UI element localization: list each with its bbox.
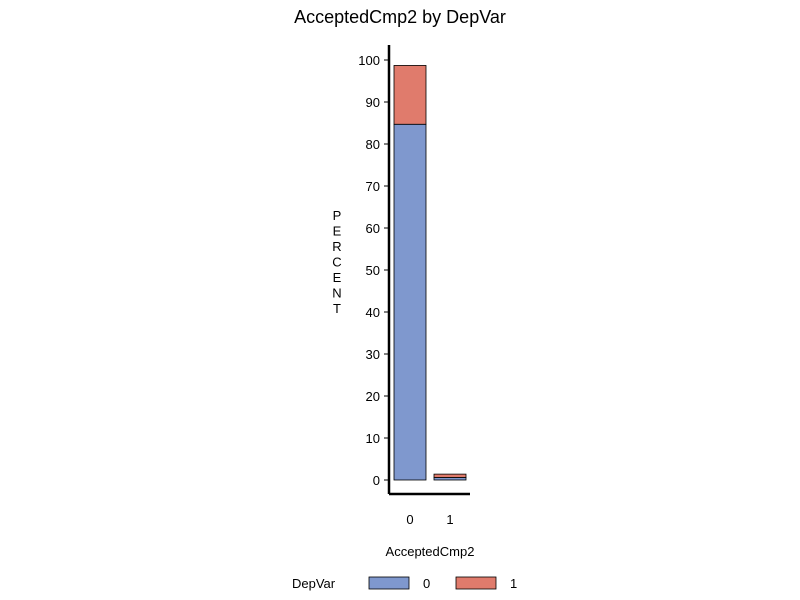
- legend-title: DepVar: [292, 576, 336, 591]
- y-tick-label: 10: [366, 431, 380, 446]
- x-tick-label: 0: [406, 512, 413, 527]
- x-axis-label: AcceptedCmp2: [386, 544, 475, 559]
- bar-0-series-1: [393, 65, 427, 125]
- y-tick-label: 80: [366, 137, 380, 152]
- bar-1-series-1: [433, 473, 467, 478]
- legend-swatch-0: [368, 576, 410, 590]
- bar-0-series-0: [393, 123, 427, 481]
- chart-title: AcceptedCmp2 by DepVar: [294, 7, 506, 27]
- legend: DepVar 0 1: [292, 576, 517, 591]
- y-tick-label: 50: [366, 263, 380, 278]
- y-tick-label: 40: [366, 305, 380, 320]
- legend-label-1: 1: [510, 576, 517, 591]
- legend-label-0: 0: [423, 576, 430, 591]
- legend-swatch-1: [455, 576, 497, 590]
- y-tick-label: 30: [366, 347, 380, 362]
- y-tick-label: 100: [358, 53, 380, 68]
- y-tick-label: 90: [366, 95, 380, 110]
- y-tick-label: 0: [373, 473, 380, 488]
- y-tick-label: 20: [366, 389, 380, 404]
- x-tick-label: 1: [446, 512, 453, 527]
- y-tick-label: 60: [366, 221, 380, 236]
- y-tick-label: 70: [366, 179, 380, 194]
